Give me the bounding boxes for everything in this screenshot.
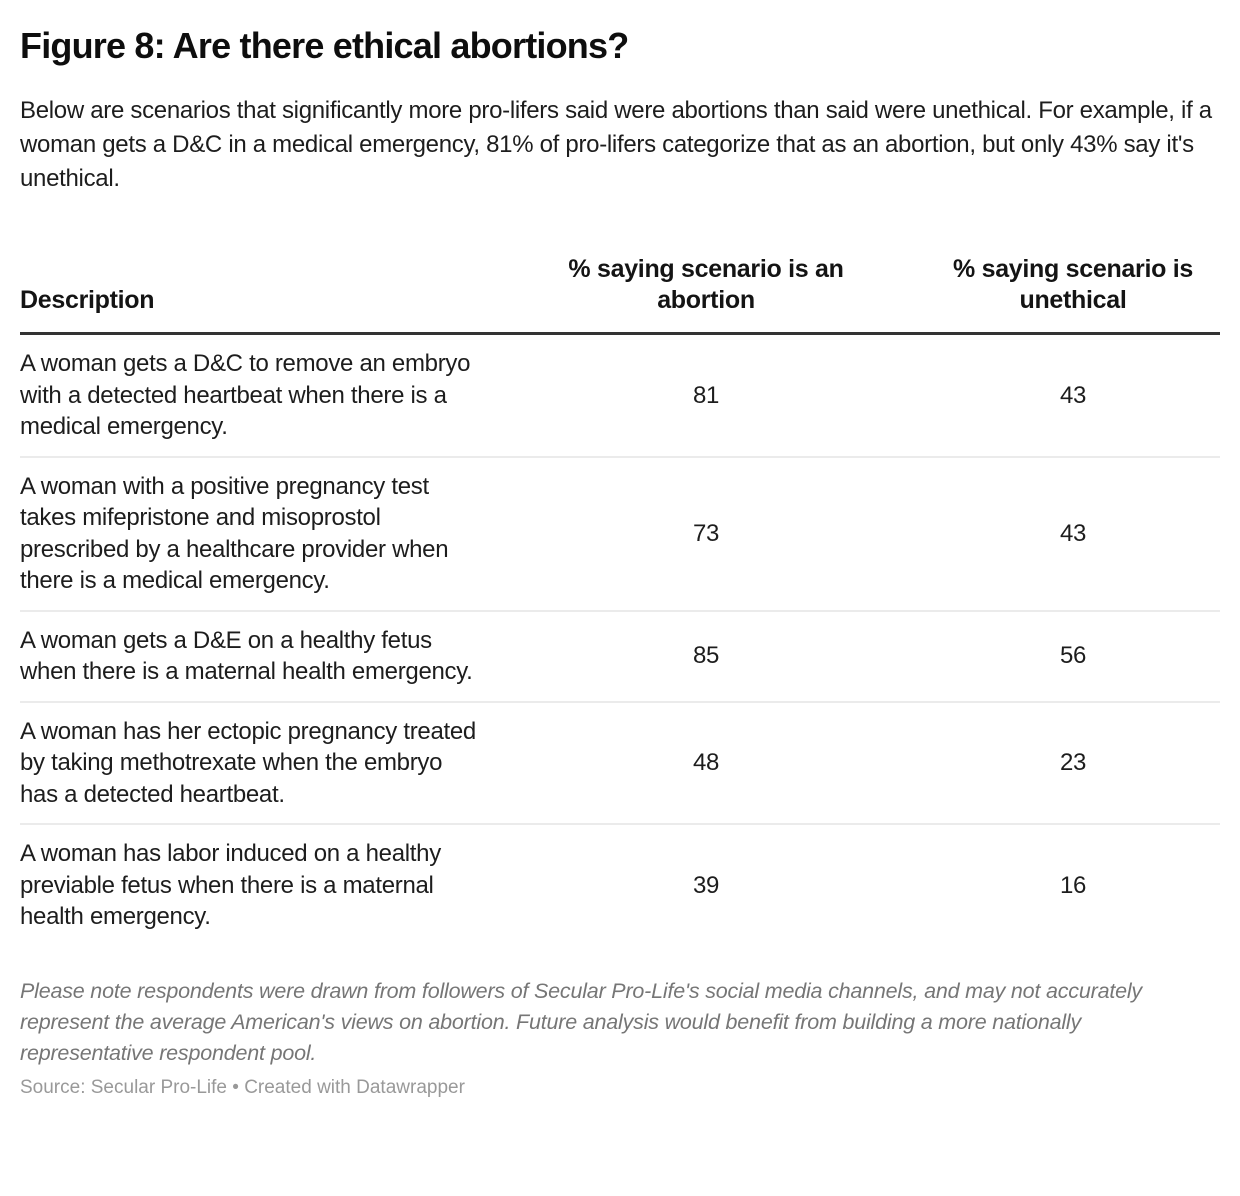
table-row: A woman with a positive pregnancy test t… <box>20 457 1220 611</box>
table-row: A woman has labor induced on a healthy p… <box>20 824 1220 946</box>
column-header-abortion-percent: % saying scenario is an abortion <box>486 250 926 334</box>
scenario-description: A woman gets a D&C to remove an embryo w… <box>20 350 471 440</box>
table-header-row: Description % saying scenario is an abor… <box>20 250 1220 334</box>
scenario-description: A woman has her ectopic pregnancy treate… <box>20 717 476 808</box>
table-row: A woman gets a D&E on a healthy fetus wh… <box>20 611 1220 702</box>
abortion-percent-value: 48 <box>692 749 720 776</box>
table-row: A woman has her ectopic pregnancy treate… <box>20 702 1220 824</box>
column-header-description: Description <box>20 250 486 334</box>
column-header-unethical-percent: % saying scenario is unethical <box>926 250 1220 334</box>
table-body: A woman gets a D&C to remove an embryo w… <box>20 334 1220 946</box>
figure-description: Below are scenarios that significantly m… <box>20 97 1212 192</box>
scenario-description: A woman with a positive pregnancy test t… <box>20 472 449 595</box>
unethical-percent-value: 16 <box>1059 871 1087 899</box>
data-table: Description % saying scenario is an abor… <box>20 250 1220 946</box>
abortion-percent-value: 39 <box>692 871 720 899</box>
abortion-percent-value: 81 <box>692 381 720 409</box>
table-row: A woman gets a D&C to remove an embryo w… <box>20 334 1220 457</box>
scenario-description: A woman has labor induced on a healthy p… <box>20 840 441 930</box>
unethical-percent-value: 23 <box>1059 749 1087 776</box>
scenario-description: A woman gets a D&E on a healthy fetus wh… <box>20 626 473 686</box>
unethical-percent-value: 56 <box>1059 642 1087 670</box>
column-header-label: % saying scenario is an abortion <box>568 255 844 314</box>
column-header-label: % saying scenario is unethical <box>953 255 1193 314</box>
unethical-percent-value: 43 <box>1059 519 1087 547</box>
unethical-percent-value: 43 <box>1059 381 1087 409</box>
figure-title: Figure 8: Are there ethical abortions? <box>20 25 629 66</box>
column-header-label: Description <box>20 286 155 314</box>
abortion-percent-value: 73 <box>692 519 720 547</box>
source-line: Source: Secular Pro-Life • Created with … <box>20 1076 465 1098</box>
abortion-percent-value: 85 <box>692 642 720 670</box>
footnote: Please note respondents were drawn from … <box>20 978 1142 1065</box>
figure-container: Figure 8: Are there ethical abortions? B… <box>0 24 1240 1100</box>
